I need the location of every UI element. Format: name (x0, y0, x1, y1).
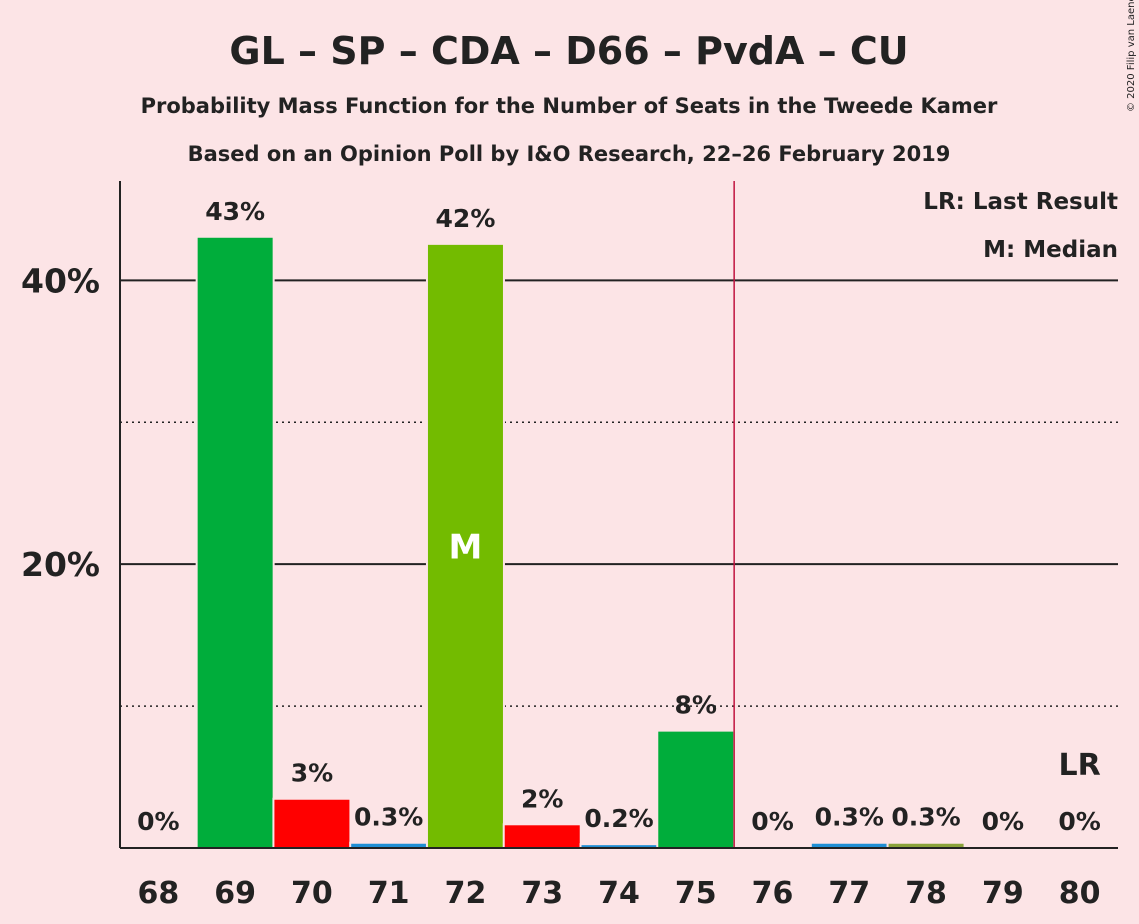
x-tick-label: 75 (675, 876, 717, 911)
bar-69 (197, 237, 273, 848)
data-label: 0% (982, 807, 1024, 836)
x-tick-label: 78 (905, 876, 947, 911)
bar-74 (581, 845, 657, 848)
data-label: 0% (751, 807, 793, 836)
legend-median: M: Median (983, 237, 1118, 263)
bar-70 (274, 799, 350, 848)
data-label: 0.3% (891, 803, 960, 832)
data-label: 0% (137, 807, 179, 836)
last-result-marker: LR (1059, 748, 1101, 783)
x-tick-label: 74 (598, 876, 640, 911)
bars (195, 235, 966, 849)
x-tick-label: 70 (291, 876, 333, 911)
data-label: 8% (675, 691, 717, 720)
x-tick-label: 73 (521, 876, 563, 911)
grid (120, 279, 1118, 707)
bar-77 (811, 843, 887, 848)
x-tick-label: 77 (828, 876, 870, 911)
data-label: 0% (1058, 807, 1100, 836)
x-tick-label: 68 (138, 876, 180, 911)
legend-last-result: LR: Last Result (923, 189, 1118, 215)
axes: 20% 40% 68 69 70 71 72 73 74 75 76 77 78 79 80 (21, 181, 1118, 911)
data-label: 0.3% (815, 803, 884, 832)
x-tick-label: 69 (214, 876, 256, 911)
bar-75 (658, 731, 734, 848)
bar-73 (504, 825, 580, 848)
x-tick-label: 71 (368, 876, 410, 911)
bar-71 (351, 843, 427, 848)
data-label: 42% (436, 204, 496, 233)
x-tick-label: 76 (752, 876, 794, 911)
x-tick-label: 72 (445, 876, 487, 911)
bar-78 (888, 843, 964, 848)
y-tick-label: 20% (21, 545, 100, 584)
y-tick-label: 40% (21, 261, 100, 300)
data-label: 0.2% (584, 804, 653, 833)
data-label: 3% (291, 759, 333, 788)
chart-title: GL – SP – CDA – D66 – PvdA – CU (229, 29, 908, 73)
data-label: 0.3% (354, 803, 423, 832)
bar-72 (427, 244, 503, 849)
x-tick-label: 80 (1059, 876, 1101, 911)
copyright: © 2020 Filip van Laenen (1126, 0, 1137, 112)
data-label: 2% (521, 784, 563, 813)
chart-subtitle: Probability Mass Function for the Number… (141, 94, 998, 118)
median-marker: M (449, 527, 483, 567)
chart-source: Based on an Opinion Poll by I&O Research… (188, 142, 951, 166)
labels: 0%43%3%0.3%42%2%0.2%8%0% 0.3% 0.3% 0% 0%MLR (137, 197, 1101, 836)
data-label: 43% (205, 197, 265, 226)
x-tick-label: 79 (982, 876, 1024, 911)
